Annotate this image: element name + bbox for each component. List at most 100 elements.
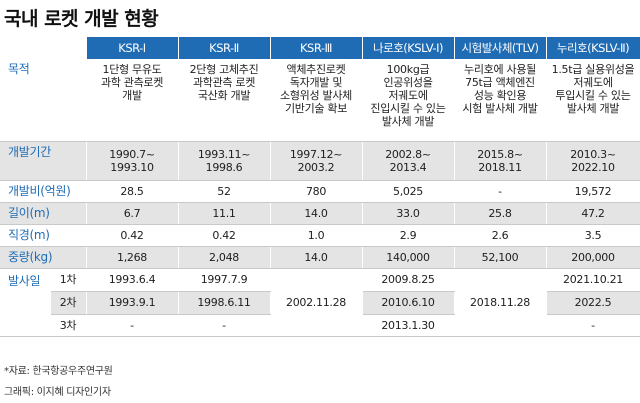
col-header-nuri: 누리호(KSLV-Ⅱ) bbox=[546, 37, 640, 59]
length-nuri: 47.2 bbox=[546, 202, 640, 225]
cost-nuri: 19,572 bbox=[546, 180, 640, 203]
length-tlv: 25.8 bbox=[454, 202, 547, 225]
row-label-cost: 개발비(억원) bbox=[0, 180, 87, 203]
launch-tlv: 2018.11.28 bbox=[454, 268, 547, 337]
cell-line: 2003.2 bbox=[297, 160, 335, 174]
diameter-ksr2: 0.42 bbox=[178, 224, 271, 247]
diameter-tlv: 2.6 bbox=[454, 224, 547, 247]
weight-tlv: 52,100 bbox=[454, 246, 547, 269]
diameter-ksr1: 0.42 bbox=[86, 224, 179, 247]
cell-line: 2013.4 bbox=[389, 160, 427, 174]
rocket-table: KSR-Ⅰ KSR-Ⅱ KSR-Ⅲ 나로호(KSLV-Ⅰ) 시험발사체(TLV)… bbox=[0, 37, 640, 337]
weight-naro: 140,000 bbox=[362, 246, 455, 269]
weight-ksr3: 14.0 bbox=[270, 246, 363, 269]
cell-line: 1993.11~ bbox=[197, 147, 251, 161]
row-weight: 중량(kg) 1,268 2,048 14.0 140,000 52,100 2… bbox=[0, 246, 640, 269]
period-tlv: 2015.8~ 2018.11 bbox=[454, 141, 547, 181]
cell-line: 발사체 개발 bbox=[566, 102, 620, 115]
col-header-naro: 나로호(KSLV-Ⅰ) bbox=[362, 37, 455, 59]
cell-line: 개발 bbox=[122, 89, 142, 102]
cell-line: 1.5t급 실용위성을 bbox=[551, 63, 635, 76]
row-launch-2: 2차 1993.9.1 1998.6.11 2010.6.10 2022.5 bbox=[0, 291, 640, 315]
diameter-ksr3: 1.0 bbox=[270, 224, 363, 247]
cell-line: 액체추진로켓 bbox=[286, 63, 346, 76]
cell-line: 시험 발사체 개발 bbox=[462, 102, 538, 115]
purpose-naro: 100kg급 인공위성을 저궤도에 진입시킬 수 있는 발사체 개발 bbox=[362, 59, 455, 142]
weight-ksr1: 1,268 bbox=[86, 246, 179, 269]
purpose-ksr3: 액체추진로켓 독자개발 및 소형위성 발사체 기반기술 확보 bbox=[270, 59, 363, 142]
row-launch-1: 발사일 1차 1993.6.4 1997.7.9 2002.11.28 2009… bbox=[0, 268, 640, 337]
cell-line: 2단형 고체추진 bbox=[189, 63, 259, 76]
launch-sub-1: 1차 bbox=[50, 268, 87, 292]
cell-line: 1998.6 bbox=[205, 160, 243, 174]
length-ksr3: 14.0 bbox=[270, 202, 363, 225]
launch1-naro: 2009.8.25 bbox=[362, 268, 455, 292]
period-ksr3: 1997.12~ 2003.2 bbox=[270, 141, 363, 181]
col-header-ksr1: KSR-Ⅰ bbox=[86, 37, 179, 59]
period-naro: 2002.8~ 2013.4 bbox=[362, 141, 455, 181]
launch3-naro: 2013.1.30 bbox=[362, 314, 455, 337]
cell-line: 소형위성 발사체 bbox=[280, 89, 352, 102]
page-title: 국내 로켓 개발 현황 bbox=[4, 8, 159, 30]
cell-line: 100kg급 bbox=[386, 63, 430, 76]
row-length: 길이(m) 6.7 11.1 14.0 33.0 25.8 47.2 bbox=[0, 202, 640, 225]
col-header-tlv: 시험발사체(TLV) bbox=[454, 37, 547, 59]
cell-line: 투입시킬 수 있는 bbox=[555, 89, 631, 102]
cell-line: 1997.12~ bbox=[289, 147, 343, 161]
source-note: *자료: 한국항공우주연구원 bbox=[4, 366, 113, 377]
row-label-purpose: 목적 bbox=[0, 59, 87, 142]
weight-ksr2: 2,048 bbox=[178, 246, 271, 269]
cost-ksr1: 28.5 bbox=[86, 180, 179, 203]
row-label-launch: 발사일 bbox=[0, 268, 51, 337]
launch1-ksr1: 1993.6.4 bbox=[86, 268, 179, 292]
launch3-nuri: - bbox=[546, 314, 640, 337]
launch2-naro: 2010.6.10 bbox=[362, 291, 455, 315]
cell-line: 과학관측 로켓 bbox=[192, 76, 256, 89]
cell-line: 2002.8~ bbox=[385, 147, 431, 161]
length-ksr2: 11.1 bbox=[178, 202, 271, 225]
launch-ksr3: 2002.11.28 bbox=[270, 268, 363, 337]
purpose-ksr1: 1단형 무유도 과학 관측로켓 개발 bbox=[86, 59, 179, 142]
length-naro: 33.0 bbox=[362, 202, 455, 225]
cell-line: 국산화 개발 bbox=[197, 89, 251, 102]
period-ksr2: 1993.11~ 1998.6 bbox=[178, 141, 271, 181]
cell-line: 2022.10 bbox=[571, 160, 615, 174]
cell-line: 1단형 무유도 bbox=[102, 63, 162, 76]
period-ksr1: 1990.7~ 1993.10 bbox=[86, 141, 179, 181]
cell-line: 기반기술 확보 bbox=[284, 102, 348, 115]
row-purpose: 목적 1단형 무유도 과학 관측로켓 개발 2단형 고체추진 과학관측 로켓 국산화 개… bbox=[0, 59, 640, 142]
row-cost: 개발비(억원) 28.5 52 780 5,025 - 19,572 bbox=[0, 180, 640, 203]
purpose-ksr2: 2단형 고체추진 과학관측 로켓 국산화 개발 bbox=[178, 59, 271, 142]
row-label-period: 개발기간 bbox=[0, 141, 87, 181]
header-row: KSR-Ⅰ KSR-Ⅱ KSR-Ⅲ 나로호(KSLV-Ⅰ) 시험발사체(TLV)… bbox=[0, 37, 640, 59]
cell-line: 2010.3~ bbox=[570, 147, 616, 161]
weight-nuri: 200,000 bbox=[546, 246, 640, 269]
cell-line: 독자개발 및 bbox=[289, 76, 343, 89]
credit-note: 그래픽: 이지혜 디자인기자 bbox=[4, 387, 111, 398]
length-ksr1: 6.7 bbox=[86, 202, 179, 225]
cell-line: 1990.7~ bbox=[109, 147, 155, 161]
cell-line: 인공위성을 bbox=[383, 76, 433, 89]
diameter-nuri: 3.5 bbox=[546, 224, 640, 247]
purpose-nuri: 1.5t급 실용위성을 저궤도에 투입시킬 수 있는 발사체 개발 bbox=[546, 59, 640, 142]
cell-line: 2018.11 bbox=[478, 160, 522, 174]
period-nuri: 2010.3~ 2022.10 bbox=[546, 141, 640, 181]
launch2-ksr1: 1993.9.1 bbox=[86, 291, 179, 315]
col-header-ksr2: KSR-Ⅱ bbox=[178, 37, 271, 59]
cost-ksr2: 52 bbox=[178, 180, 271, 203]
cost-ksr3: 780 bbox=[270, 180, 363, 203]
row-label-length: 길이(m) bbox=[0, 202, 87, 225]
corner-cell bbox=[0, 37, 87, 59]
launch1-ksr2: 1997.7.9 bbox=[178, 268, 271, 292]
cell-line: 2015.8~ bbox=[477, 147, 523, 161]
row-diameter: 직경(m) 0.42 0.42 1.0 2.9 2.6 3.5 bbox=[0, 224, 640, 247]
cell-line: 1993.10 bbox=[110, 160, 154, 174]
row-launch-3: 3차 - - 2013.1.30 - bbox=[0, 314, 640, 337]
cell-line: 성능 확인용 bbox=[473, 89, 527, 102]
launch-sub-2: 2차 bbox=[50, 291, 87, 315]
cell-line: 저궤도에 bbox=[573, 76, 613, 89]
cell-line: 75t급 액체엔진 bbox=[465, 76, 535, 89]
cost-naro: 5,025 bbox=[362, 180, 455, 203]
cell-line: 진입시킬 수 있는 bbox=[370, 102, 446, 115]
cell-line: 발사체 개발 bbox=[381, 115, 435, 128]
